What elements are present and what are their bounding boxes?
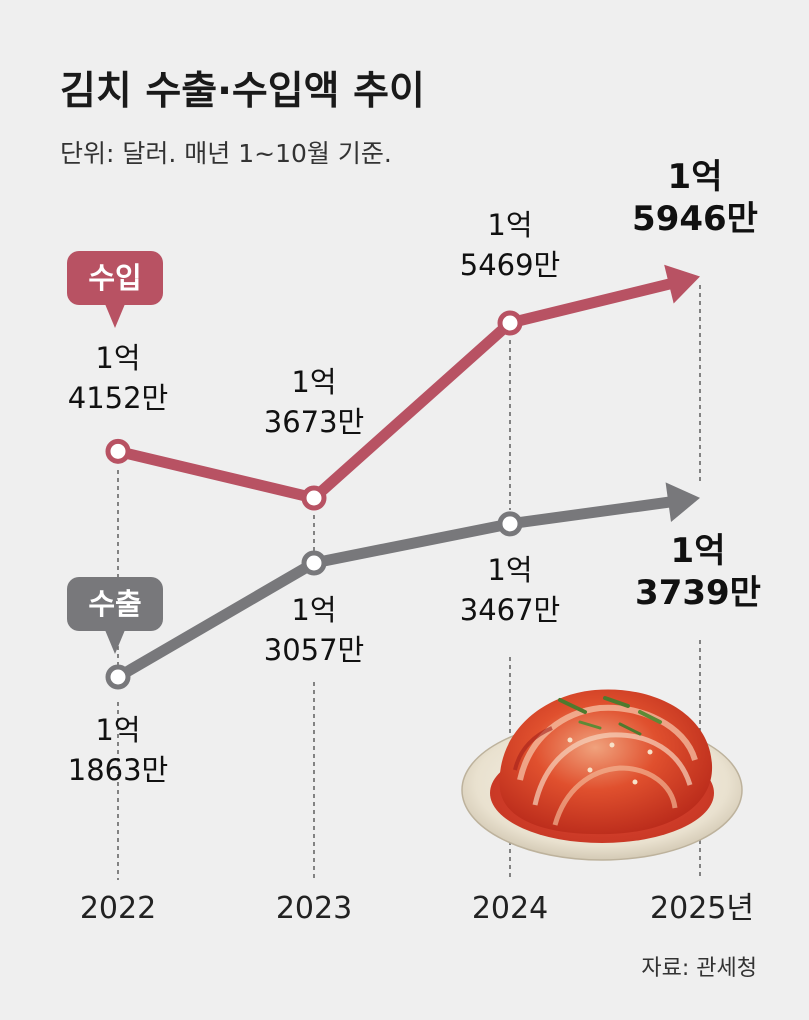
legend-import-label: 수입 [88,261,141,295]
import-point-2023 [301,485,327,511]
export-point-2024 [497,511,523,537]
chart-subtitle: 단위: 달러. 매년 1~10월 기준. [60,139,392,168]
year-label-3: 2025년 [650,891,754,926]
legend-export-label: 수출 [88,587,141,621]
export-point-2023 [301,550,327,576]
import-point-2022 [105,438,131,464]
legend-export-badge: 수출 [67,577,163,654]
export-line [115,495,679,682]
import-data-label-2024: 1억 5469만 [460,208,560,282]
x-axis-years: 2022 2023 2024 2025년 [80,891,754,926]
labels-layer: 1억 4152만 1억 3673만 1억 5469만 1억 5946만 1억 1863만 1억 305… [68,157,761,787]
import-arrowhead [664,264,700,304]
chart-title: 김치 수출·수입액 추이 [60,69,425,114]
year-label-0: 2022 [80,891,156,926]
series-layer [105,264,700,690]
import-data-label-2025년: 1억 5946만 [632,157,758,239]
year-label-2: 2024 [472,891,548,926]
export-arrowhead [665,482,700,523]
export-point-2022 [105,664,131,690]
export-data-label-2024: 1억 3467만 [460,553,560,627]
kimchi-illustration [461,689,743,861]
export-data-label-2022: 1억 1863만 [68,713,168,787]
export-data-label-2025년: 1억 3739만 [635,531,761,613]
import-data-label-2022: 1억 4152만 [68,341,168,415]
year-label-1: 2023 [276,891,352,926]
import-point-2024 [497,310,523,336]
source-note: 자료: 관세청 [641,956,757,981]
import-series [105,264,700,511]
legend-import-badge: 수입 [67,251,163,328]
import-data-label-2023: 1억 3673만 [264,365,364,439]
export-data-label-2023: 1억 3057만 [264,593,364,667]
export-series [105,482,700,690]
import-line [116,276,680,504]
